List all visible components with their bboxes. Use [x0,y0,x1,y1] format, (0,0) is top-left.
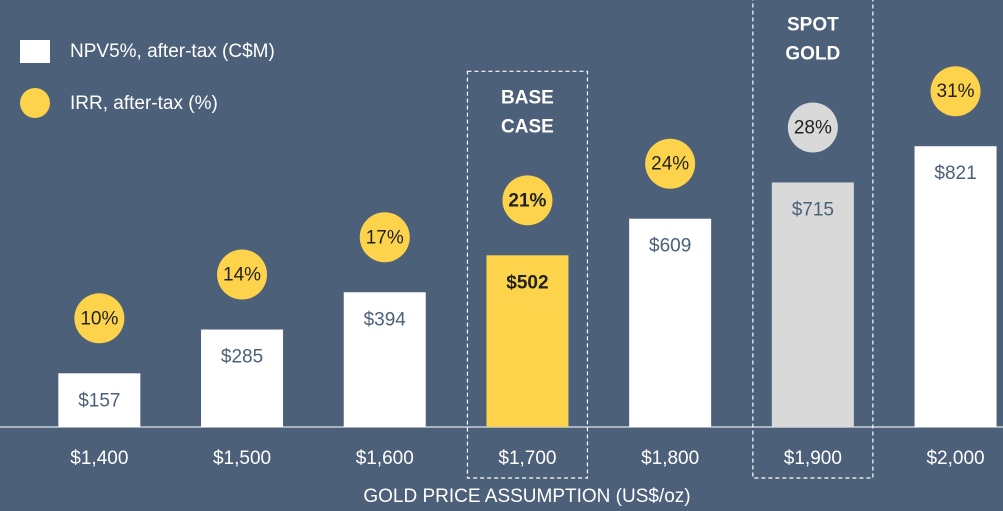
bar-value-label: $394 [364,309,407,330]
x-tick-label: $1,400 [70,448,128,469]
legend-swatch [20,88,50,118]
x-tick-label: $1,800 [641,448,699,469]
annotation-text: CASE [501,116,554,137]
irr-marker [217,249,268,300]
bar [771,182,854,427]
irr-label: 14% [223,265,261,286]
irr-label: 17% [366,227,404,248]
irr-label: 31% [937,81,975,102]
bar [343,292,426,427]
x-tick-label: $1,600 [356,448,414,469]
bar [58,373,141,427]
irr-marker [930,66,981,117]
bar [486,255,569,427]
x-tick-label: $1,700 [498,448,556,469]
x-tick-label: $1,500 [213,448,271,469]
bar-value-label: $502 [506,272,548,293]
annotation-text: GOLD [785,43,840,64]
annotation-text: BASE [501,87,554,108]
bar-value-label: $157 [78,390,120,411]
irr-marker [74,293,125,344]
bar-value-label: $715 [792,199,834,220]
bar-value-label: $609 [649,236,691,257]
x-axis-title: GOLD PRICE ASSUMPTION (US$/oz) [363,486,690,507]
annotation-text: SPOT [787,14,839,35]
annotation-box [752,0,874,479]
irr-marker [359,212,410,263]
irr-label: 21% [508,190,546,211]
legend-label: IRR, after-tax (%) [70,93,218,114]
bar-value-label: $285 [221,347,263,368]
irr-marker [645,138,696,189]
annotation-box [466,70,589,479]
bar [201,329,284,427]
irr-label: 24% [651,154,689,175]
bar-value-label: $821 [934,163,976,184]
x-tick-label: $2,000 [926,448,984,469]
irr-label: 10% [80,308,118,329]
irr-label: 28% [794,117,832,138]
bar [629,218,712,427]
legend-swatch [20,40,50,63]
legend-label: NPV5%, after-tax (C$M) [70,41,275,62]
bar [914,146,997,427]
irr-marker [502,175,553,226]
x-tick-label: $1,900 [784,448,842,469]
irr-marker [787,102,838,153]
